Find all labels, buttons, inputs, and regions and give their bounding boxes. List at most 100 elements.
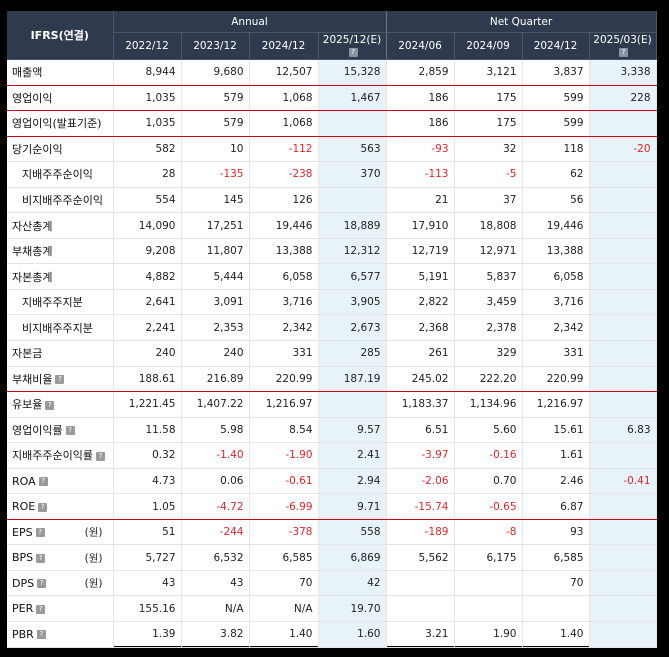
value-cell: 2,342 — [249, 314, 319, 342]
row-label: 자본총계 — [7, 263, 114, 290]
help-icon[interactable]: ? — [95, 451, 105, 461]
value-cell: 6,175 — [454, 544, 523, 571]
value-cell: 145 — [181, 187, 250, 214]
value-cell: 12,719 — [386, 238, 455, 265]
value-cell — [589, 161, 657, 188]
financial-summary-table: IFRS(연결) Annual Net Quarter 2022/12 2023… — [7, 11, 657, 648]
table-row: 자본금 240 240 331 285 261 329 331 — [7, 340, 657, 367]
value-cell: 28 — [113, 161, 182, 188]
row-label-text: 매출액 — [12, 66, 43, 80]
value-cell: -2.06 — [386, 468, 455, 495]
value-cell: -244 — [181, 519, 250, 546]
row-label-text: 자산총계 — [12, 219, 53, 233]
value-cell: 15.61 — [522, 417, 590, 444]
value-cell: 70 — [522, 570, 590, 597]
table-row: 매출액 8,944 9,680 12,507 15,328 2,859 3,121 3,837… — [7, 59, 657, 86]
period-header-quarter-0: 2024/06 — [386, 32, 455, 60]
row-label-text: 유보율 — [12, 398, 43, 412]
row-label: 지배주주지분 — [7, 289, 114, 316]
help-icon[interactable]: ? — [38, 477, 48, 487]
value-cell: 2,641 — [113, 289, 182, 316]
help-icon[interactable]: ? — [37, 579, 47, 589]
annual-group-header: Annual — [113, 11, 387, 33]
period-header-annual-3: 2025/12(E)? — [318, 32, 387, 60]
help-icon[interactable]: ? — [36, 553, 46, 563]
row-label-text: EPS — [12, 525, 33, 539]
table-row: 지배주주순이익률? 0.32 -1.40 -1.90 2.41 -3.97 -0.16 1.6… — [7, 442, 657, 469]
value-cell: 1.61 — [522, 442, 590, 469]
value-cell: 9,680 — [181, 59, 250, 86]
value-cell: 118 — [522, 136, 590, 163]
value-cell: 5,837 — [454, 263, 523, 290]
value-cell: -0.16 — [454, 442, 523, 469]
value-cell: 370 — [318, 161, 387, 188]
table-row: 비지배주주순이익 554 145 126 21 37 56 — [7, 187, 657, 214]
row-label-text: PER — [12, 602, 34, 616]
value-cell — [589, 544, 657, 571]
value-cell: 14,090 — [113, 212, 182, 239]
value-cell: 220.99 — [522, 366, 590, 393]
row-label: 영업이익률? — [7, 417, 114, 444]
value-cell: 6.83 — [589, 417, 657, 444]
row-label-text: ROA — [12, 474, 36, 488]
value-cell: 32 — [454, 136, 523, 163]
row-label-text: 지배주주순이익률 — [12, 449, 93, 463]
help-icon[interactable]: ? — [65, 426, 75, 436]
value-cell — [589, 340, 657, 367]
value-cell: 18,889 — [318, 212, 387, 239]
row-label: DPS? (원) — [7, 570, 114, 597]
value-cell: -6.99 — [249, 493, 319, 520]
row-label-text: 비지배주주지분 — [22, 321, 93, 335]
table-row: 부채총계 9,208 11,807 13,388 12,312 12,719 12,971 1… — [7, 238, 657, 265]
value-cell: 6,585 — [249, 544, 319, 571]
value-cell: 6,058 — [522, 263, 590, 290]
value-cell: 558 — [318, 519, 387, 546]
table-row: 영업이익(발표기준) 1,035 579 1,068 186 175 599 — [7, 110, 657, 137]
help-icon[interactable]: ? — [348, 47, 358, 57]
help-icon[interactable]: ? — [38, 502, 48, 512]
table-row: 지배주주순이익 28 -135 -238 370 -113 -5 62 — [7, 161, 657, 188]
value-cell — [589, 391, 657, 418]
value-cell: 19,446 — [249, 212, 319, 239]
value-cell: 0.70 — [454, 468, 523, 495]
value-cell: -15.74 — [386, 493, 455, 520]
value-cell: 1,216.97 — [249, 391, 319, 418]
value-cell — [589, 442, 657, 469]
value-cell: -189 — [386, 519, 455, 546]
value-cell: 1,216.97 — [522, 391, 590, 418]
table-row: BPS? (원) 5,727 6,532 6,585 6,869 5,562 6,175 6,5… — [7, 544, 657, 571]
help-icon[interactable]: ? — [36, 604, 46, 614]
value-cell — [589, 519, 657, 546]
value-cell: 554 — [113, 187, 182, 214]
value-cell: -5 — [454, 161, 523, 188]
value-cell — [589, 493, 657, 520]
value-cell: 3,905 — [318, 289, 387, 316]
value-cell: 37 — [454, 187, 523, 214]
help-icon[interactable]: ? — [45, 400, 55, 410]
table-row: ROA? 4.73 0.06 -0.61 2.94 -2.06 0.70 2.46 -0.41 — [7, 468, 657, 495]
table-row: PBR? 1.39 3.82 1.40 1.60 3.21 1.90 1.40 — [7, 621, 657, 648]
help-icon[interactable]: ? — [35, 528, 45, 538]
help-icon[interactable]: ? — [55, 375, 65, 385]
value-cell — [589, 263, 657, 290]
value-cell: 21 — [386, 187, 455, 214]
value-cell — [318, 391, 387, 418]
value-cell: 3,716 — [249, 289, 319, 316]
row-label-text: 비지배주주순이익 — [22, 194, 103, 207]
value-cell: 0.32 — [113, 442, 182, 469]
value-cell: 6,577 — [318, 263, 387, 290]
value-cell: 3.82 — [181, 621, 250, 648]
value-cell: 19.70 — [318, 595, 387, 623]
help-icon[interactable]: ? — [619, 47, 629, 57]
row-label-text: DPS — [12, 576, 35, 590]
value-cell: 6,058 — [249, 263, 319, 290]
period-header-annual-1: 2023/12 — [181, 32, 250, 60]
table-row: 당기순이익 582 10 -112 563 -93 32 118 -20 — [7, 136, 657, 163]
value-cell — [454, 595, 523, 623]
row-label-text: 지배주주순이익 — [22, 168, 93, 182]
value-cell: 599 — [522, 85, 590, 112]
period-header-annual-2: 2024/12 — [249, 32, 319, 60]
help-icon[interactable]: ? — [36, 630, 46, 640]
value-cell: 186 — [386, 85, 455, 112]
value-cell: 1,134.96 — [454, 391, 523, 418]
